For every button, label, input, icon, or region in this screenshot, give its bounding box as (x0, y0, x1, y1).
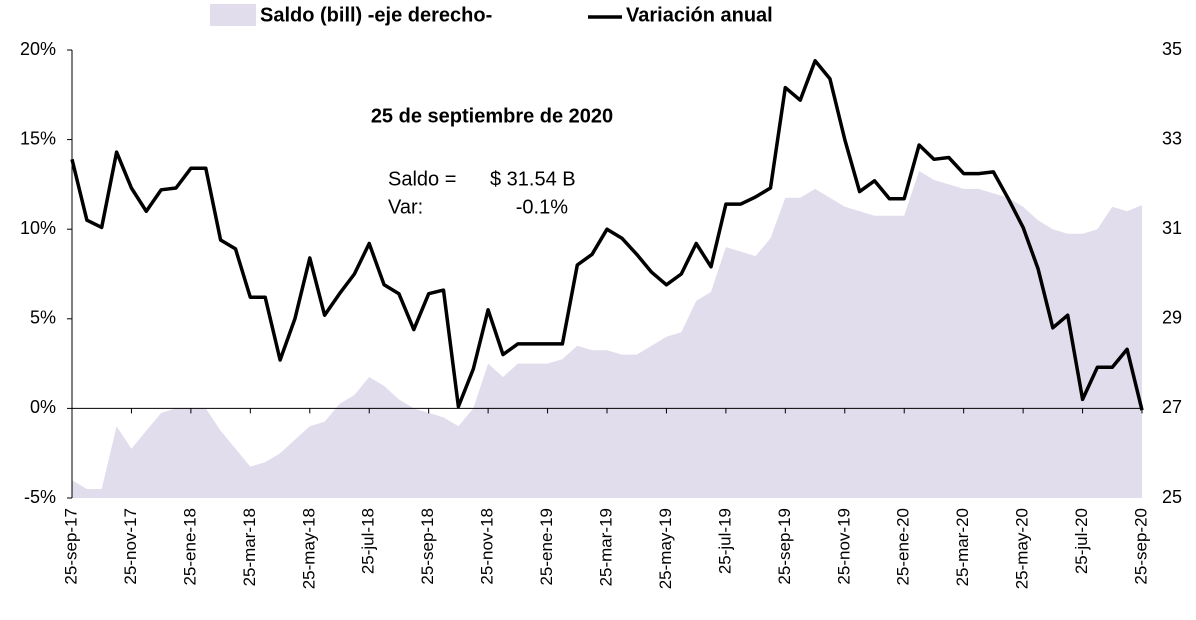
y-tick-label: 10% (20, 218, 56, 238)
x-tick-label: 25-nov-17 (121, 508, 140, 585)
y-tick-label: -5% (24, 487, 56, 507)
x-tick-label: 25-may-20 (1013, 508, 1032, 589)
x-tick-label: 25-ene-18 (180, 508, 199, 586)
y2-tick-label: 33 (1162, 128, 1182, 148)
x-tick-label: 25-nov-18 (478, 508, 497, 585)
area (72, 171, 1142, 498)
y-tick-label: 0% (30, 397, 56, 417)
x-tick-label: 25-sep-18 (418, 508, 437, 585)
y2-tick-label: 25 (1162, 487, 1182, 507)
y-tick-label: 5% (30, 308, 56, 328)
x-tick-label: 25-sep-17 (61, 508, 80, 585)
x-tick-label: 25-mar-20 (953, 508, 972, 586)
y2-tick-label: 35 (1162, 39, 1182, 59)
y2-tick-label: 27 (1162, 397, 1182, 417)
x-tick-label: 25-sep-19 (775, 508, 794, 585)
x-tick-label: 25-mar-18 (240, 508, 259, 586)
annotation-var-label: Var: (388, 196, 423, 218)
x-tick-label: 25-jul-19 (715, 508, 734, 574)
x-tick-label: 25-jul-18 (359, 508, 378, 574)
x-tick-label: 25-jul-20 (1072, 508, 1091, 574)
x-tick-label: 25-sep-20 (1131, 508, 1150, 585)
y2-tick-label: 29 (1162, 308, 1182, 328)
annotation-saldo-label: Saldo = (388, 168, 456, 190)
x-tick-label: 25-may-18 (299, 508, 318, 589)
line (70, 59, 1144, 411)
x-tick-label: 25-ene-19 (537, 508, 556, 586)
x-tick-label: 25-may-19 (656, 508, 675, 589)
legend-label: Saldo (bill) -eje derecho- (260, 4, 492, 26)
y-tick-label: 20% (20, 39, 56, 59)
y2-tick-label: 31 (1162, 218, 1182, 238)
legend-label: Variación anual (626, 4, 773, 26)
x-tick-label: 25-nov-19 (834, 508, 853, 585)
annotation-saldo-value: $ 31.54 B (490, 168, 576, 190)
y-tick-label: 15% (20, 128, 56, 148)
x-tick-label: 25-mar-19 (596, 508, 615, 586)
legend-swatch (210, 4, 256, 26)
annotation-title: 25 de septiembre de 2020 (371, 105, 613, 127)
annotation-var-value: -0.1% (516, 196, 568, 218)
x-tick-label: 25-ene-20 (894, 508, 913, 586)
